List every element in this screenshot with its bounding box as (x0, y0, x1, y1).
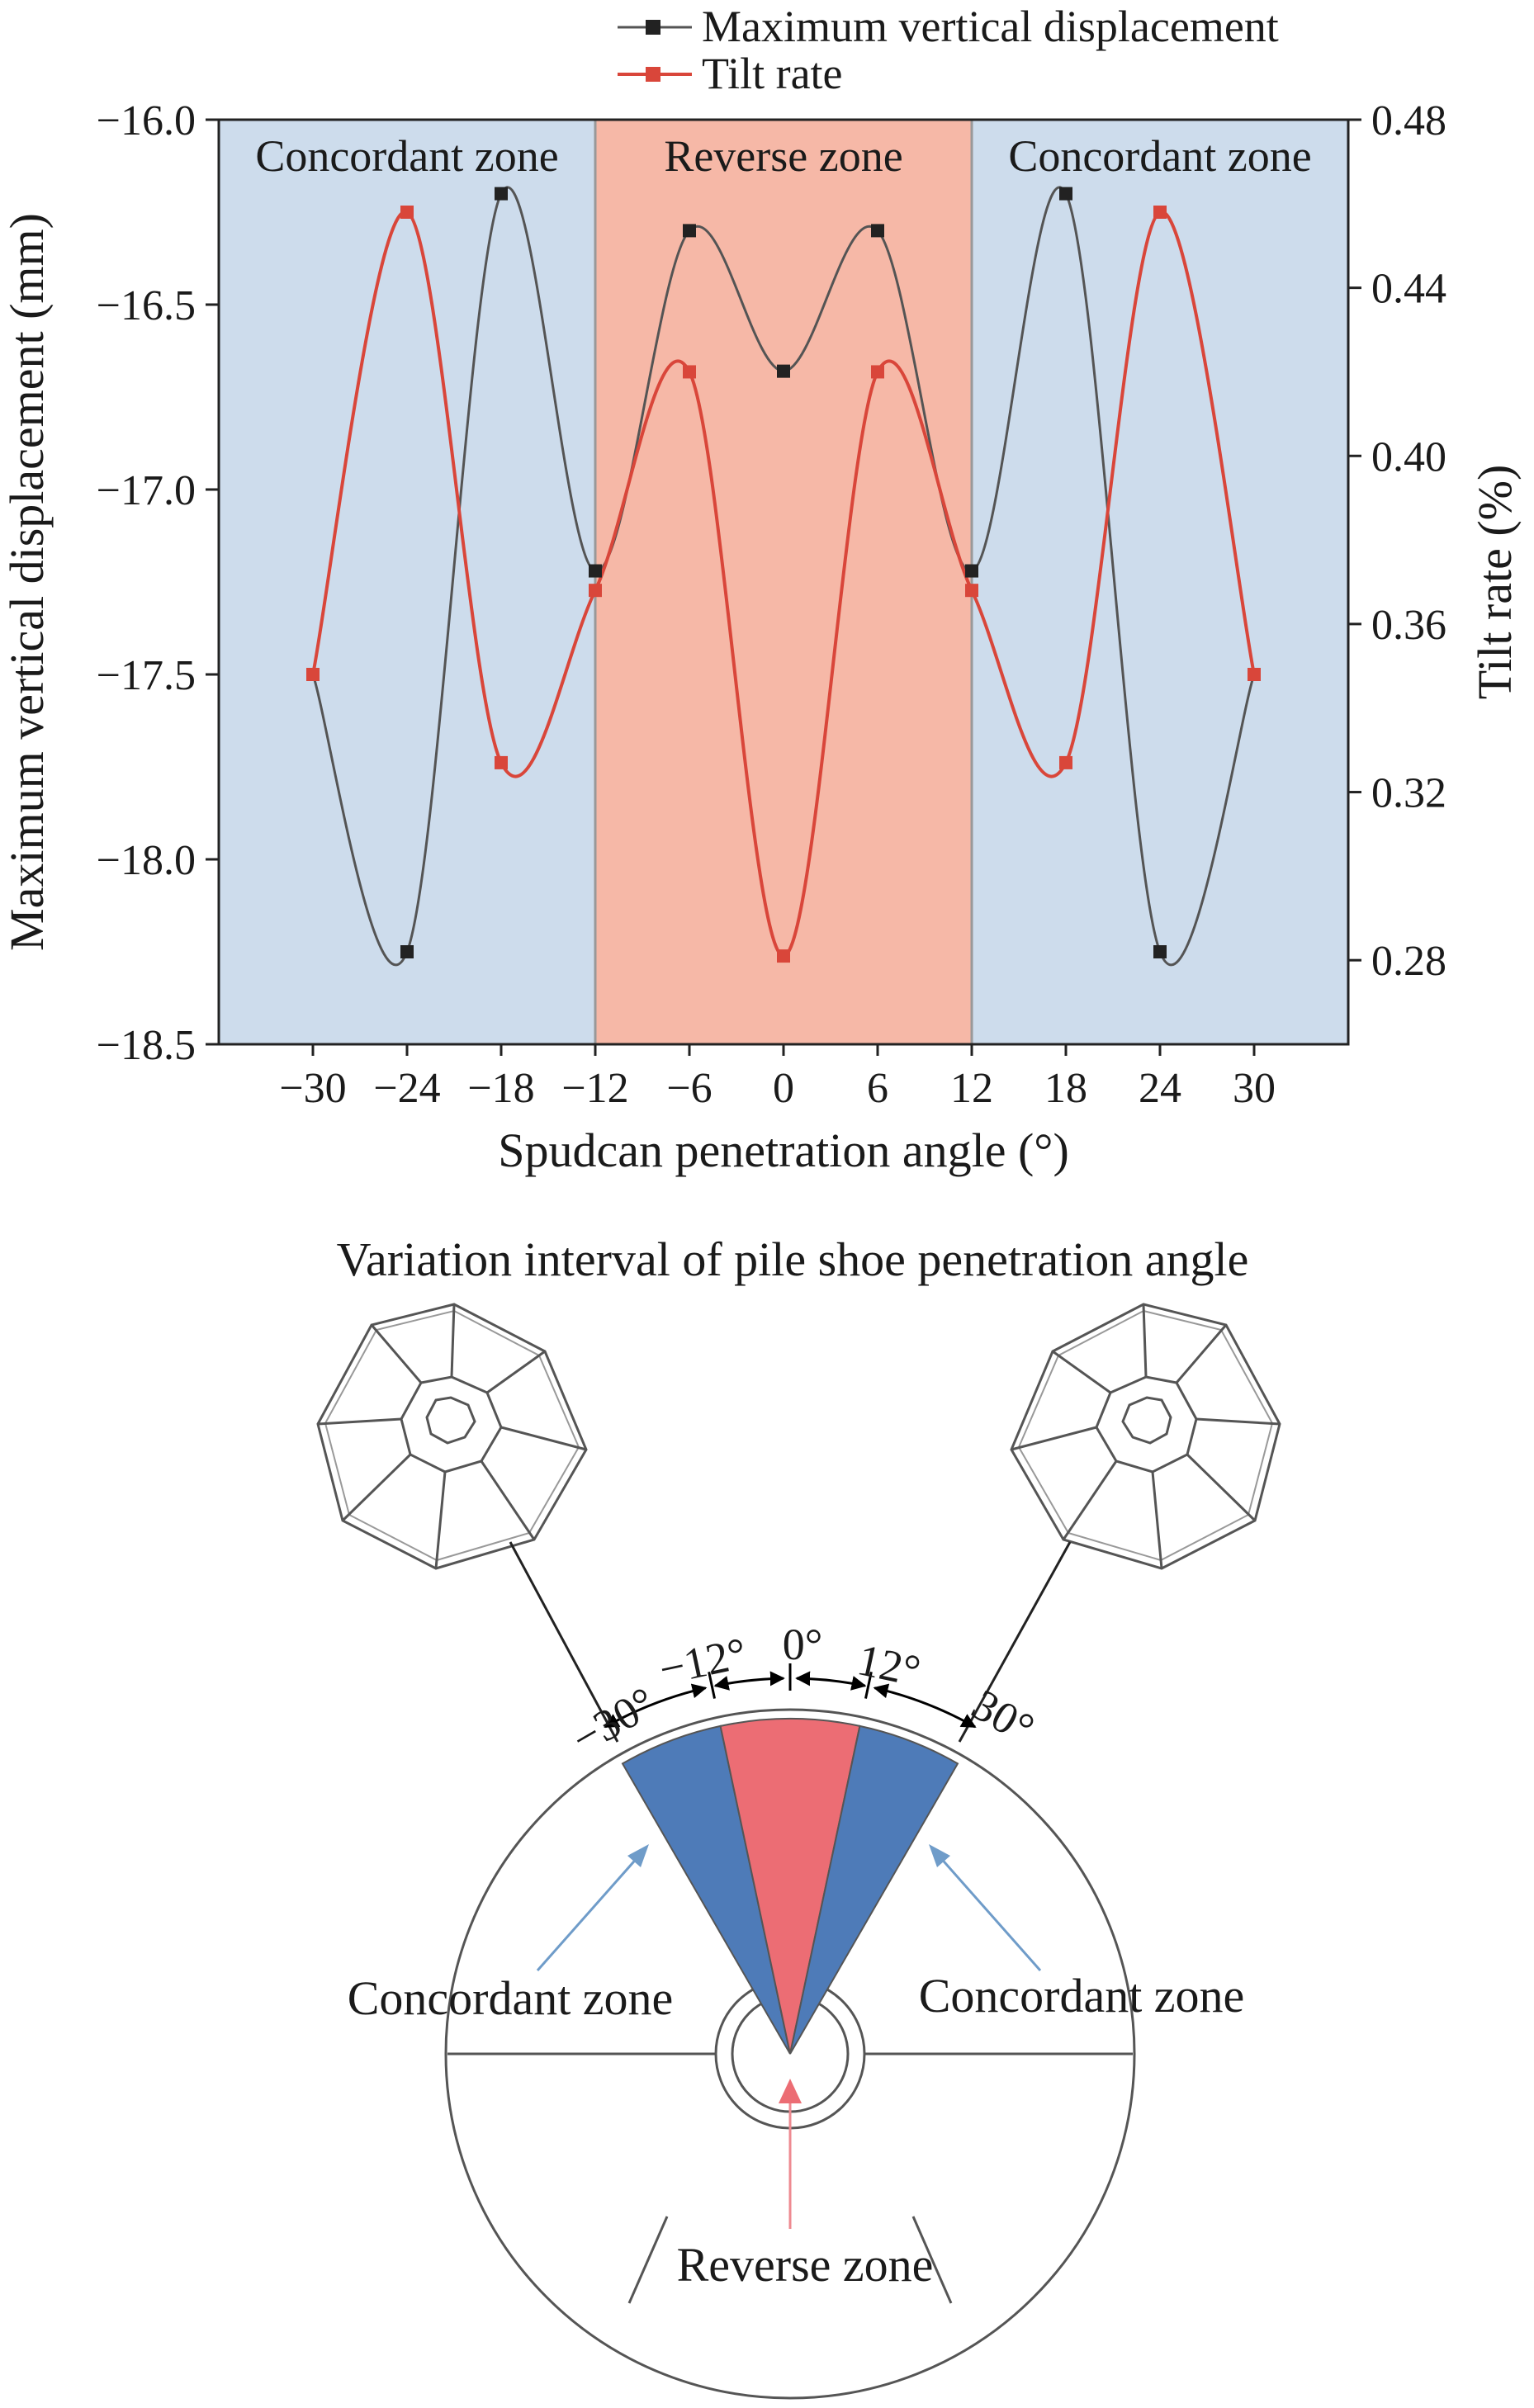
arrowhead-concordant-right (929, 1844, 950, 1867)
data-point (495, 187, 508, 201)
right-axis-ticks: 0.48 0.44 0.40 0.36 0.32 0.28 (1348, 97, 1446, 985)
y-right-tick-label: 0.32 (1371, 770, 1446, 817)
data-point (495, 755, 508, 769)
y-left-tick-label: −17.0 (97, 467, 196, 514)
data-point (1059, 187, 1072, 201)
y-axis-label-right: Tilt rate (%) (1468, 465, 1522, 700)
zone-band (219, 120, 595, 1044)
angle-arcs (604, 1663, 977, 1729)
data-point (589, 584, 602, 598)
sectors (621, 1718, 959, 2055)
label-reverse: Reverse zone (677, 2238, 934, 2292)
x-axis-ticks: −30 −24 −18 −12 −6 0 6 12 18 24 30 (279, 1044, 1276, 1112)
angle-arc (873, 1683, 977, 1729)
zone-labels: Concordant zone Reverse zone Concordant … (255, 131, 1311, 181)
x-tick-label: 6 (867, 1065, 888, 1112)
angle-label-30: 30° (963, 1680, 1042, 1754)
legend-marker-tilt (646, 67, 660, 82)
label-concordant-right: Concordant zone (919, 1969, 1245, 2022)
x-tick-label: −24 (373, 1065, 440, 1112)
y-right-tick-label: 0.36 (1371, 602, 1446, 649)
left-axis-ticks: −16.0 −16.5 −17.0 −17.5 −18.0 −18.5 (97, 97, 219, 1069)
x-tick-label: −30 (279, 1065, 346, 1112)
data-point (400, 945, 414, 958)
y-left-tick-label: −18.0 (97, 837, 196, 884)
base-circle (444, 1708, 1136, 2400)
data-point (965, 564, 978, 578)
angle-arc (795, 1671, 867, 1691)
x-tick-label: 0 (773, 1065, 794, 1112)
line-chart: Concordant zone Reverse zone Concordant … (0, 2, 1522, 1177)
x-tick-label: 30 (1233, 1065, 1276, 1112)
y-right-tick-label: 0.28 (1371, 938, 1446, 985)
zone-band (595, 120, 972, 1044)
x-tick-label: 18 (1044, 1065, 1087, 1112)
angle-arc (604, 1683, 708, 1729)
schematic-title: Variation interval of pile shoe penetrat… (337, 1232, 1249, 1286)
y-left-tick-label: −16.0 (97, 97, 196, 144)
x-tick-label: 24 (1139, 1065, 1181, 1112)
x-tick-label: −12 (561, 1065, 628, 1112)
data-point (400, 206, 414, 219)
label-concordant-left: Concordant zone (348, 1971, 674, 2025)
y-left-tick-label: −16.5 (97, 282, 196, 329)
y-left-tick-label: −17.5 (97, 652, 196, 699)
data-point (683, 365, 696, 379)
x-axis-label: Spudcan penetration angle (°) (498, 1124, 1069, 1177)
angle-divider (864, 1672, 873, 1699)
y-right-tick-label: 0.40 (1371, 433, 1446, 480)
x-tick-label: −18 (467, 1065, 534, 1112)
connector-left (509, 1541, 619, 1743)
data-point (683, 224, 696, 238)
x-tick-label: 12 (950, 1065, 993, 1112)
zone-label-concordant-left: Concordant zone (255, 131, 558, 181)
base-spoke-right (911, 2216, 953, 2304)
data-point (1153, 206, 1167, 219)
data-point (1248, 668, 1261, 681)
data-point (777, 364, 790, 378)
y-right-tick-label: 0.44 (1371, 266, 1446, 313)
series-points (306, 187, 1261, 963)
schematic-diagram: Variation interval of pile shoe penetrat… (316, 1232, 1281, 2400)
sector (719, 1718, 861, 2055)
zone-backgrounds (219, 120, 1348, 1044)
data-point (871, 224, 884, 238)
angle-label-12: 12° (854, 1635, 925, 1696)
y-axis-label-left: Maximum vertical displacement (mm) (0, 213, 54, 951)
data-point (965, 584, 978, 598)
sector (789, 1724, 959, 2055)
base-spoke-left (627, 2216, 669, 2304)
zone-band (972, 120, 1348, 1044)
data-point (306, 668, 320, 681)
spudcan-sketch-left (316, 1303, 588, 1570)
data-point (871, 365, 884, 379)
legend-marker-displacement (646, 20, 660, 35)
angle-divider (708, 1672, 716, 1699)
legend: Maximum vertical displacement Tilt rate (618, 2, 1279, 98)
x-tick-label: −6 (666, 1065, 712, 1112)
legend-label-displacement: Maximum vertical displacement (702, 2, 1279, 51)
arrowhead-reverse (779, 2079, 802, 2103)
data-point (1059, 755, 1072, 769)
zone-label-concordant-right: Concordant zone (1008, 131, 1311, 181)
angle-label-neg12: −12° (655, 1628, 750, 1695)
data-point (589, 564, 602, 578)
y-right-tick-label: 0.48 (1371, 97, 1446, 144)
zone-label-reverse: Reverse zone (664, 131, 902, 181)
arrow-concordant-left (536, 1855, 641, 1971)
data-point (1153, 945, 1167, 958)
arrow-concordant-right (937, 1855, 1042, 1971)
data-point (777, 949, 790, 963)
angle-label-0: 0° (783, 1620, 823, 1669)
y-left-tick-label: −18.5 (97, 1022, 196, 1069)
spudcan-sketch-right (1010, 1303, 1281, 1570)
arrowhead-concordant-left (627, 1844, 649, 1867)
angle-arc (713, 1671, 785, 1691)
legend-label-tilt: Tilt rate (702, 49, 843, 98)
connector-right (958, 1541, 1072, 1743)
